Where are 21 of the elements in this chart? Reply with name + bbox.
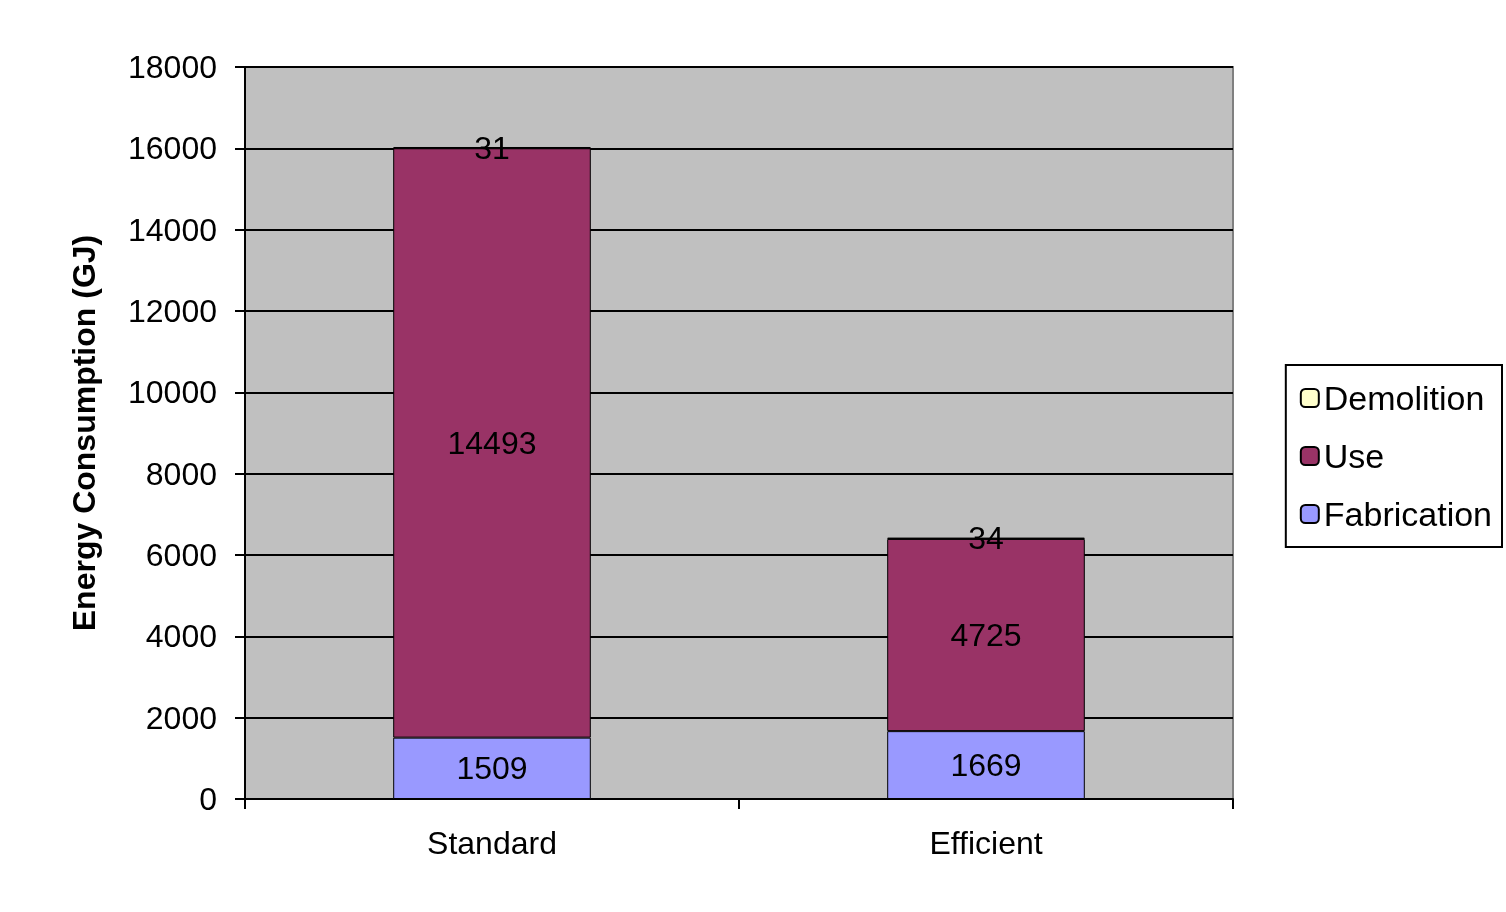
data-label: 1669 bbox=[950, 747, 1022, 784]
data-label: 31 bbox=[474, 129, 510, 166]
legend-label: Use bbox=[1323, 437, 1385, 475]
legend-label: Demolition bbox=[1323, 379, 1485, 417]
y-tick-label: 8000 bbox=[145, 455, 217, 492]
x-tick-label: Efficient bbox=[929, 825, 1043, 861]
y-tick-label: 10000 bbox=[128, 374, 217, 411]
legend-label: Fabrication bbox=[1323, 495, 1493, 533]
data-label: 1509 bbox=[456, 750, 528, 787]
y-tick-label: 4000 bbox=[145, 618, 217, 655]
y-tick-label: 2000 bbox=[145, 699, 217, 736]
y-tick-label: 14000 bbox=[128, 211, 217, 248]
y-axis-title: Energy Consumption (GJ) bbox=[66, 234, 102, 632]
data-label: 14493 bbox=[447, 424, 537, 461]
y-tick-label: 12000 bbox=[128, 293, 217, 329]
data-label: 4725 bbox=[950, 617, 1022, 654]
y-tick-label: 16000 bbox=[128, 130, 217, 167]
x-tick-label: Standard bbox=[427, 825, 557, 861]
y-tick-label: 0 bbox=[199, 781, 217, 817]
y-tick-label: 18000 bbox=[128, 49, 217, 85]
y-tick-label: 6000 bbox=[145, 537, 217, 573]
